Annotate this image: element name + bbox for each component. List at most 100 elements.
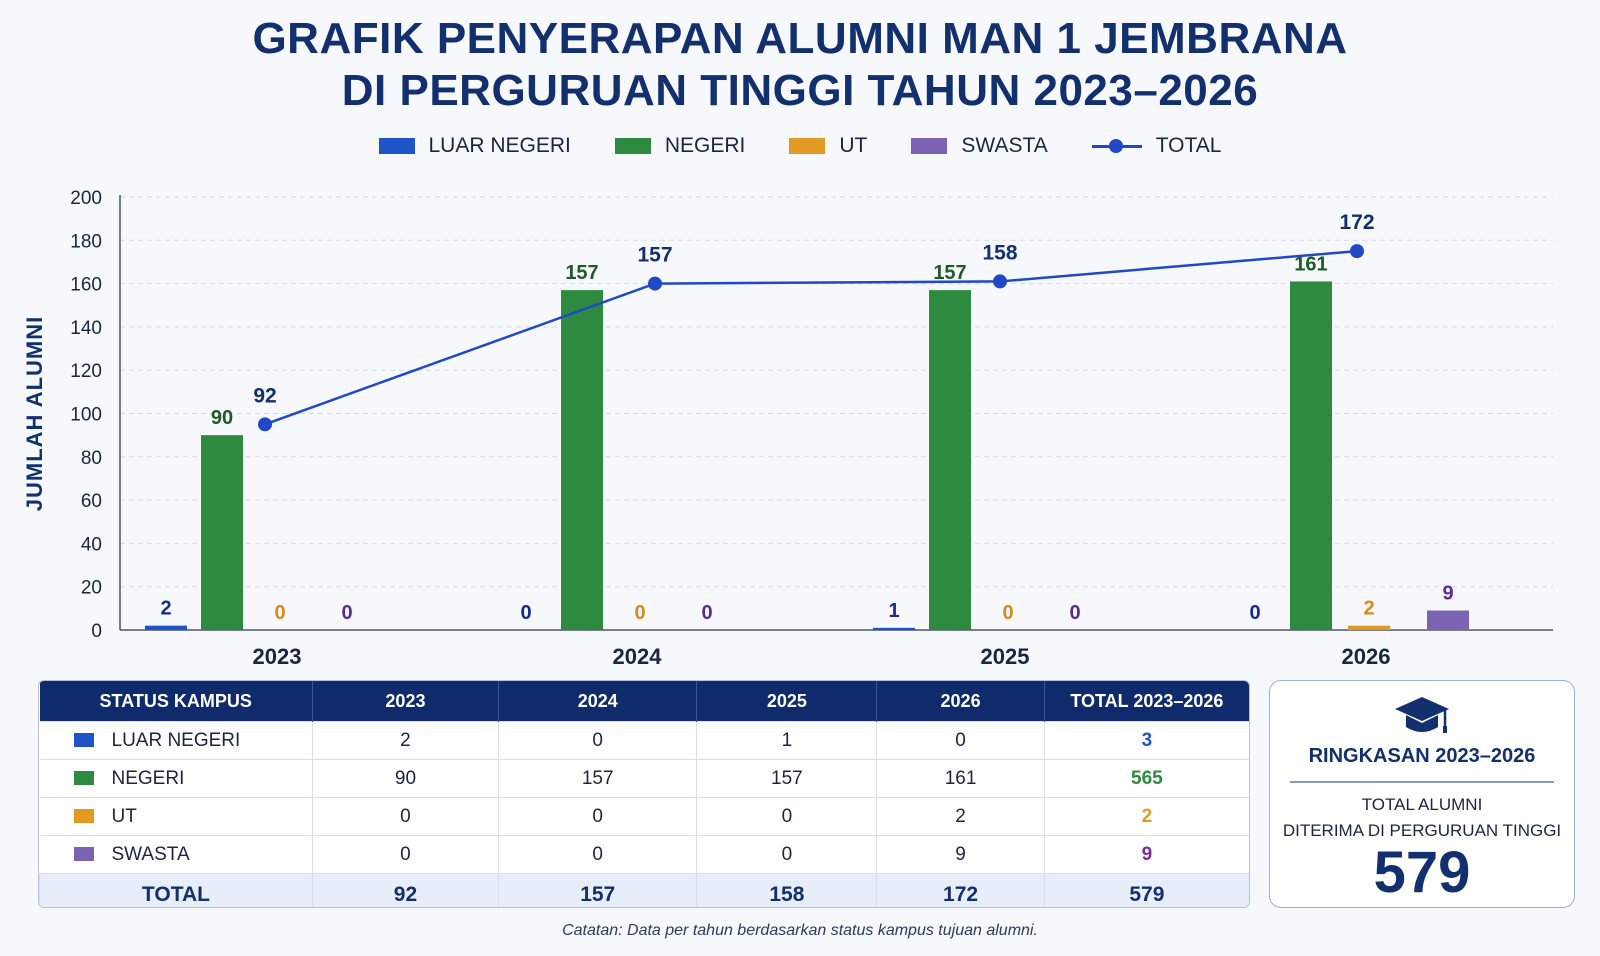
table-cell: 0: [696, 797, 877, 836]
table-header-status: STATUS KAMPUS: [39, 681, 313, 722]
data-label-swasta-2025: 0: [1069, 602, 1080, 624]
y-tick-label: 100: [70, 405, 102, 426]
table-row-swasta: SWASTA 0 0 0 9 9: [39, 835, 1249, 874]
table-row-luar-negeri: LUAR NEGERI 2 0 1 0 3: [39, 721, 1249, 760]
chart-title-line-1: GRAFIK PENYERAPAN ALUMNI MAN 1 JEMBRANA: [252, 14, 1348, 63]
table-cell: 0: [311, 797, 499, 836]
summary-total-value: 579: [1373, 840, 1471, 905]
bar-negeri-2025: [929, 290, 971, 630]
x-tick-label-2024: 2024: [613, 644, 663, 669]
table-row-ut: UT 0 0 0 2 2: [39, 797, 1249, 836]
table-row-negeri: NEGERI 90 157 157 161 565: [39, 759, 1249, 798]
summary-card: RINGKASAN 2023–2026 TOTAL ALUMNI DITERIM…: [1269, 680, 1575, 908]
table-cell: 161: [876, 759, 1045, 798]
bar-luar-negeri-2023: [145, 625, 187, 630]
table-cell-total: 9: [1043, 835, 1249, 874]
table-header-2024: 2024: [497, 681, 697, 722]
legend-label-swasta: SWASTA: [961, 134, 1048, 157]
table-cell: 0: [497, 797, 697, 836]
legend-swatch-ut: [789, 138, 826, 154]
y-tick-label: 200: [70, 188, 102, 209]
table-cell-total-label: TOTAL: [39, 873, 313, 907]
legend-label-luar-negeri: LUAR NEGERI: [428, 134, 571, 157]
data-label-ut-2023: 0: [274, 602, 285, 624]
data-label-swasta-2023: 0: [341, 602, 352, 624]
bar-swasta-2026: [1427, 610, 1469, 630]
table-cell: 9: [876, 835, 1045, 874]
legend-item-swasta: SWASTA: [911, 134, 1048, 158]
total-label-2026: 172: [1339, 211, 1374, 234]
table-cell: 2: [311, 721, 499, 760]
total-label-2024: 157: [637, 244, 672, 267]
table-cell: 1: [696, 721, 877, 760]
table-cell: 157: [497, 873, 697, 907]
y-tick-label: 160: [70, 275, 102, 296]
row-label-luar-negeri: LUAR NEGERI: [111, 729, 241, 751]
summary-title: RINGKASAN 2023–2026: [1308, 745, 1536, 767]
legend-swatch-luar-negeri: [378, 138, 415, 154]
legend-swatch-swasta: [911, 138, 948, 154]
table-cell-total: 3: [1043, 721, 1249, 760]
graduation-cap-icon: [1395, 697, 1449, 733]
table-cell-total: 565: [1043, 759, 1249, 798]
table-header-row: STATUS KAMPUS 2023 2024 2025 2026 TOTAL …: [39, 681, 1249, 722]
bar-negeri-2024: [561, 290, 603, 630]
row-swatch-negeri: [73, 771, 94, 786]
row-label-swasta: SWASTA: [111, 843, 190, 865]
legend-label-total: TOTAL: [1155, 134, 1222, 157]
data-label-negeri-2025: 157: [933, 262, 966, 284]
summary-divider: [1290, 781, 1554, 783]
data-table-wrapper: STATUS KAMPUS 2023 2024 2025 2026 TOTAL …: [38, 680, 1250, 908]
row-swatch-luar-negeri: [73, 733, 94, 748]
bar-ut-2026: [1348, 625, 1390, 630]
y-tick-label: 180: [70, 231, 102, 252]
data-label-luar-negeri-2023: 2: [160, 598, 171, 620]
table-header-total: TOTAL 2023–2026: [1043, 681, 1249, 722]
table-cell: 0: [696, 835, 877, 874]
row-swatch-ut: [73, 809, 94, 824]
total-point-2023: [258, 417, 272, 432]
table-cell: 0: [876, 721, 1045, 760]
chart-legend: LUAR NEGERI NEGERI UT SWASTA TOTAL: [0, 134, 1600, 158]
table-cell: 0: [497, 835, 697, 874]
table-cell-label: UT: [39, 797, 313, 836]
table-cell-grand-total: 579: [1043, 873, 1249, 907]
legend-item-ut: UT: [789, 134, 867, 158]
row-label-ut: UT: [111, 805, 137, 827]
table-cell: 157: [696, 759, 877, 798]
legend-item-total: TOTAL: [1091, 134, 1222, 158]
bar-negeri-2023: [201, 435, 243, 630]
y-tick-label: 60: [81, 491, 102, 512]
table-cell: 90: [311, 759, 499, 798]
table-cell-label: NEGERI: [39, 759, 313, 798]
total-point-2024: [648, 276, 662, 291]
chart-title-line-2: DI PERGURUAN TINGGI TAHUN 2023–2026: [341, 66, 1259, 115]
row-swatch-swasta: [73, 847, 94, 862]
table-cell: 157: [497, 759, 697, 798]
total-point-2026: [1350, 244, 1364, 259]
x-tick-label-2025: 2025: [981, 644, 1030, 669]
table-row-total: TOTAL 92 157 158 172 579: [39, 873, 1249, 907]
y-tick-label: 140: [70, 318, 102, 339]
data-label-ut-2026: 2: [1363, 598, 1374, 620]
data-label-luar-negeri-2025: 1: [888, 600, 899, 622]
table-cell: 0: [311, 835, 499, 874]
data-label-swasta-2026: 9: [1442, 583, 1453, 605]
total-point-2025: [993, 274, 1007, 289]
legend-swatch-negeri: [614, 138, 651, 154]
y-tick-label: 0: [91, 621, 102, 642]
legend-item-luar-negeri: LUAR NEGERI: [378, 134, 571, 158]
y-tick-label: 80: [81, 448, 102, 469]
row-label-negeri: NEGERI: [111, 767, 185, 789]
table-cell-label: LUAR NEGERI: [39, 721, 313, 760]
table-cell-total: 2: [1043, 797, 1249, 836]
total-line: [264, 249, 1358, 426]
total-label-2025: 158: [982, 241, 1017, 264]
y-tick-label: 40: [81, 534, 102, 555]
total-label-2023: 92: [253, 384, 276, 407]
data-label-ut-2025: 0: [1002, 602, 1013, 624]
summary-line-2: DITERIMA DI PERGURUAN TINGGI: [1282, 821, 1562, 840]
legend-label-negeri: NEGERI: [664, 134, 746, 157]
legend-swatch-total: [1091, 138, 1142, 154]
